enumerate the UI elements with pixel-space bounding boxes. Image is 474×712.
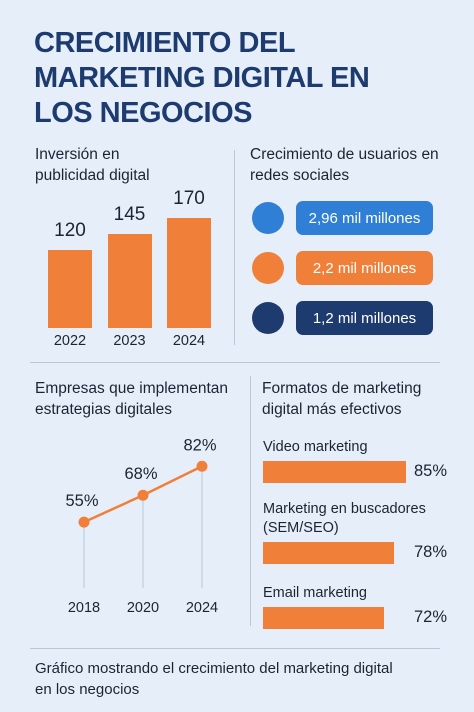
category-label: Marketing en buscadores (SEM/SEO) bbox=[263, 501, 426, 536]
user-count: 1,2 mil millones bbox=[296, 301, 433, 335]
section-title: Crecimiento de usuarios en redes sociale… bbox=[250, 146, 439, 184]
network-icon bbox=[252, 202, 284, 234]
point bbox=[137, 489, 149, 501]
category-label: Video marketing bbox=[263, 439, 368, 455]
section-title: Inversión en publicidad digital bbox=[35, 146, 150, 184]
value-label: 55% bbox=[65, 492, 98, 510]
section-title: Formatos de marketing digital más efecti… bbox=[262, 380, 422, 418]
bar bbox=[48, 250, 92, 328]
divider bbox=[250, 376, 251, 626]
x-tick-label: 2024 bbox=[172, 333, 206, 349]
divider bbox=[30, 648, 440, 649]
divider bbox=[234, 150, 235, 345]
network-icon bbox=[252, 252, 284, 284]
category-label: Email marketing bbox=[263, 585, 367, 601]
value-label: 82% bbox=[183, 436, 216, 454]
value-label: 72% bbox=[413, 608, 447, 626]
section-title: Empresas que implementan estrategias dig… bbox=[35, 380, 228, 418]
point bbox=[78, 516, 90, 528]
x-tick-label: 2024 bbox=[186, 600, 218, 616]
title: CRECIMIENTO DEL MARKETING DIGITAL EN LOS… bbox=[34, 27, 370, 129]
bar bbox=[107, 234, 152, 328]
network-icon bbox=[252, 302, 284, 334]
x-tick-label: 2020 bbox=[127, 600, 159, 616]
user-count: 2,96 mil millones bbox=[296, 201, 433, 235]
x-tick-label: 2018 bbox=[68, 600, 100, 616]
caption: Gráfico mostrando el crecimiento del mar… bbox=[35, 660, 393, 698]
value-label: 120 bbox=[54, 220, 86, 242]
bar bbox=[263, 461, 406, 483]
x-tick-label: 2023 bbox=[113, 333, 146, 349]
bar bbox=[167, 218, 211, 328]
x-tick-label: 2022 bbox=[53, 333, 87, 349]
point bbox=[196, 460, 208, 472]
value-label: 145 bbox=[113, 204, 146, 226]
bar bbox=[263, 607, 385, 629]
value-label: 85% bbox=[413, 462, 447, 480]
value-label: 170 bbox=[173, 188, 205, 209]
bar bbox=[263, 542, 395, 564]
user-count: 2,2 mil millones bbox=[296, 251, 433, 285]
value-label: 78% bbox=[413, 543, 447, 561]
divider bbox=[30, 362, 440, 363]
value-label: 68% bbox=[124, 465, 157, 483]
